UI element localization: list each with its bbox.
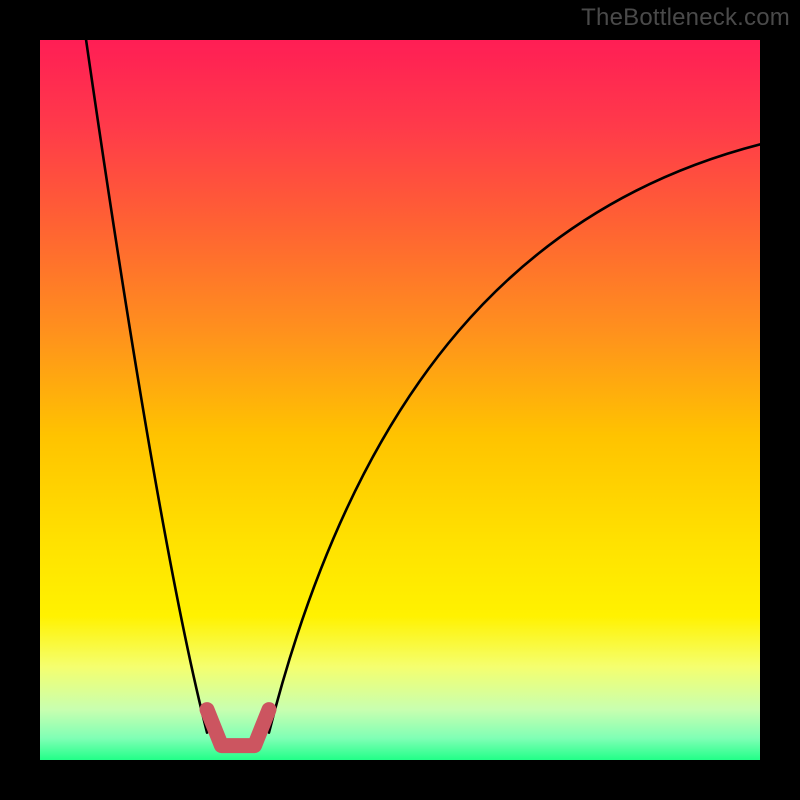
chart-stage: TheBottleneck.com bbox=[0, 0, 800, 800]
attribution-label: TheBottleneck.com bbox=[581, 4, 790, 32]
gradient-background bbox=[40, 40, 760, 760]
bottleneck-chart bbox=[40, 40, 760, 760]
